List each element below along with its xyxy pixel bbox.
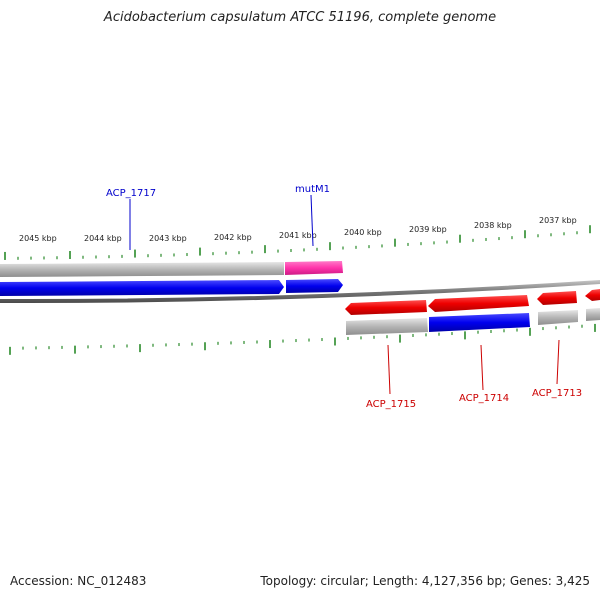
gene-label-mutm1[interactable]: mutM1	[295, 184, 330, 195]
cds-arrow-next[interactable]	[585, 289, 600, 301]
tick-label-2040: 2040 kbp	[344, 228, 382, 237]
accession-text: Accession: NC_012483	[10, 574, 147, 588]
gene-bar-acp-1717-grey[interactable]	[0, 262, 284, 277]
cds-arrow-acp-1713[interactable]	[537, 291, 577, 305]
gene-bar-acp-1713-grey[interactable]	[538, 310, 578, 325]
cds-arrow-mutm1[interactable]	[286, 279, 343, 293]
cds-arrow-acp-1715[interactable]	[345, 300, 427, 315]
tick-label-2042: 2042 kbp	[214, 233, 252, 242]
gene-label-acp-1713[interactable]: ACP_1713	[532, 388, 582, 399]
tick-label-2039: 2039 kbp	[409, 225, 447, 234]
cds-arrow-acp-1717[interactable]	[0, 280, 284, 296]
leader-line-acp-1713	[556, 339, 560, 385]
topology-text: Topology: circular; Length: 4,127,356 bp…	[260, 574, 590, 588]
outer-ruler-ticks	[4, 225, 591, 260]
genome-backbone	[0, 280, 600, 304]
map-title: Acidobacterium capsulatum ATCC 51196, co…	[103, 10, 497, 25]
ruler-labels: 2045 kbp 2044 kbp 2043 kbp 2042 kbp 2041…	[19, 216, 577, 243]
gene-label-acp-1715[interactable]: ACP_1715	[366, 399, 416, 410]
gene-bar-acp-1714-blue[interactable]	[429, 313, 530, 332]
tick-label-2041: 2041 kbp	[279, 231, 317, 240]
tick-label-2043: 2043 kbp	[149, 234, 187, 243]
tick-label-2045: 2045 kbp	[19, 234, 57, 243]
tick-label-2037: 2037 kbp	[539, 216, 577, 225]
gene-bar-mutm1[interactable]	[285, 261, 343, 275]
gene-bar-next-grey[interactable]	[586, 308, 600, 321]
gene-label-acp-1717[interactable]: ACP_1717	[106, 188, 156, 199]
leader-line-mutm1	[310, 194, 314, 247]
cds-arrow-acp-1714[interactable]	[428, 295, 529, 312]
leader-line-acp-1714	[480, 344, 484, 391]
gene-bar-acp-1715-grey[interactable]	[346, 318, 428, 335]
tick-label-2044: 2044 kbp	[84, 234, 122, 243]
inner-ruler-ticks	[9, 323, 596, 355]
leader-line-acp-1715	[387, 344, 391, 395]
gene-label-acp-1714[interactable]: ACP_1714	[459, 393, 509, 404]
tick-label-2038: 2038 kbp	[474, 221, 512, 230]
